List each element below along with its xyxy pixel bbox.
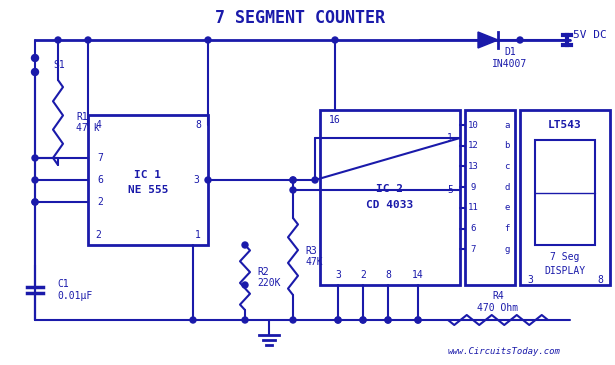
Circle shape xyxy=(31,69,39,76)
Text: 8: 8 xyxy=(597,275,603,285)
Text: NE 555: NE 555 xyxy=(128,185,169,195)
Text: R4
470 Ohm: R4 470 Ohm xyxy=(477,291,518,313)
Text: 16: 16 xyxy=(329,115,341,125)
Text: R1
47 k: R1 47 k xyxy=(76,112,100,133)
Text: 1: 1 xyxy=(447,133,453,143)
Text: 6: 6 xyxy=(470,224,475,233)
Circle shape xyxy=(85,37,91,43)
Circle shape xyxy=(385,317,391,323)
Text: 9: 9 xyxy=(470,182,475,192)
Text: 3: 3 xyxy=(193,175,199,185)
Text: IC 1: IC 1 xyxy=(135,170,162,180)
Bar xyxy=(520,110,610,285)
Circle shape xyxy=(32,177,38,183)
Circle shape xyxy=(290,317,296,323)
Text: 6: 6 xyxy=(97,175,103,185)
Text: 7 Seg: 7 Seg xyxy=(550,252,580,262)
Circle shape xyxy=(205,177,211,183)
Text: 12: 12 xyxy=(467,141,478,150)
Text: a: a xyxy=(504,120,510,130)
Circle shape xyxy=(415,317,421,323)
Circle shape xyxy=(332,37,338,43)
Text: c: c xyxy=(504,162,510,171)
Circle shape xyxy=(312,177,318,183)
Text: 3: 3 xyxy=(527,275,533,285)
Text: R3
47K: R3 47K xyxy=(305,246,323,267)
Text: D1
IN4007: D1 IN4007 xyxy=(493,47,528,69)
Text: IC 2: IC 2 xyxy=(376,184,403,195)
Circle shape xyxy=(360,317,366,323)
Circle shape xyxy=(205,37,211,43)
Bar xyxy=(465,110,515,285)
Text: 8: 8 xyxy=(195,120,201,130)
Circle shape xyxy=(190,317,196,323)
Text: d: d xyxy=(504,182,510,192)
Text: 10: 10 xyxy=(467,120,478,130)
Text: 11: 11 xyxy=(467,203,478,212)
Circle shape xyxy=(55,37,61,43)
Text: 14: 14 xyxy=(412,270,424,280)
Text: 13: 13 xyxy=(467,162,478,171)
Text: S1: S1 xyxy=(53,60,65,70)
Text: 2: 2 xyxy=(360,270,366,280)
Text: C1
0.01μF: C1 0.01μF xyxy=(57,279,92,301)
Bar xyxy=(535,140,595,245)
Text: R2
220K: R2 220K xyxy=(257,267,280,288)
Text: 2: 2 xyxy=(97,197,103,207)
Bar xyxy=(88,115,208,245)
Text: DISPLAY: DISPLAY xyxy=(544,266,585,276)
Bar xyxy=(320,110,460,285)
Circle shape xyxy=(32,199,38,205)
Text: 5: 5 xyxy=(447,185,453,195)
Circle shape xyxy=(31,54,39,61)
Text: 7 SEGMENT COUNTER: 7 SEGMENT COUNTER xyxy=(215,9,385,27)
Circle shape xyxy=(242,317,248,323)
Text: 7: 7 xyxy=(97,153,103,163)
Circle shape xyxy=(335,317,341,323)
Text: 5V DC: 5V DC xyxy=(573,30,607,40)
Circle shape xyxy=(517,37,523,43)
Text: 4: 4 xyxy=(95,120,101,130)
Text: 7: 7 xyxy=(470,245,475,254)
Circle shape xyxy=(290,177,296,183)
Circle shape xyxy=(32,155,38,161)
Text: www.CircuitsToday.com: www.CircuitsToday.com xyxy=(447,347,560,357)
Circle shape xyxy=(360,317,366,323)
Circle shape xyxy=(32,199,38,205)
Circle shape xyxy=(415,317,421,323)
Text: 2: 2 xyxy=(95,230,101,240)
Text: 8: 8 xyxy=(385,270,391,280)
Circle shape xyxy=(242,242,248,248)
Polygon shape xyxy=(478,32,498,48)
Circle shape xyxy=(290,187,296,193)
Text: b: b xyxy=(504,141,510,150)
Text: LT543: LT543 xyxy=(548,120,582,130)
Text: g: g xyxy=(504,245,510,254)
Text: CD 4033: CD 4033 xyxy=(367,200,414,211)
Circle shape xyxy=(385,317,391,323)
Circle shape xyxy=(335,317,341,323)
Text: f: f xyxy=(504,224,510,233)
Text: 3: 3 xyxy=(335,270,341,280)
Circle shape xyxy=(290,177,296,183)
Circle shape xyxy=(242,282,248,288)
Text: e: e xyxy=(504,203,510,212)
Text: 1: 1 xyxy=(195,230,201,240)
